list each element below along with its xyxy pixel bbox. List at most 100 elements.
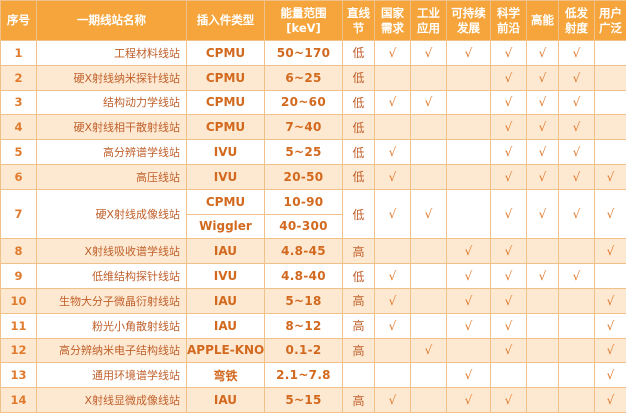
mark-science-frontier: √ — [490, 114, 527, 141]
row-name: 高压线站 — [36, 163, 187, 190]
row-focus: 低 — [342, 89, 375, 116]
row-energy: 5~25 — [264, 139, 343, 165]
mark-broad-users: √ — [594, 287, 626, 314]
row-name: 工程材料线站 — [36, 40, 187, 66]
header-science-frontier: 科学 前沿 — [490, 0, 527, 41]
header-industrial-application: 工业 应用 — [410, 0, 447, 41]
row-index: 7 — [0, 188, 37, 240]
mark-industrial-application — [410, 64, 447, 91]
mark-national-demand: √ — [374, 387, 411, 413]
mark-industrial-application — [410, 263, 447, 289]
mark-low-emittance: √ — [558, 263, 595, 289]
mark-broad-users: √ — [594, 188, 626, 240]
mark-broad-users — [594, 139, 626, 165]
row-type: IAU — [186, 387, 265, 413]
mark-high-energy: √ — [526, 188, 559, 240]
row-focus: 高 — [342, 312, 375, 339]
mark-low-emittance — [558, 287, 595, 314]
header-broad-users: 用户 广泛 — [594, 0, 626, 41]
mark-industrial-application — [410, 312, 447, 339]
row-type: Wiggler — [186, 213, 265, 240]
mark-low-emittance — [558, 312, 595, 339]
row-index: 9 — [0, 263, 37, 289]
mark-national-demand: √ — [374, 263, 411, 289]
row-type: IVU — [186, 163, 265, 190]
row-type: APPLE-KNOT — [186, 337, 265, 364]
row-index: 14 — [0, 387, 37, 413]
row-focus: 低 — [342, 188, 375, 240]
mark-industrial-application: √ — [410, 89, 447, 116]
mark-low-emittance — [558, 387, 595, 413]
header-name: 一期线站名称 — [36, 0, 187, 41]
row-energy: 6~25 — [264, 64, 343, 91]
mark-low-emittance: √ — [558, 64, 595, 91]
mark-broad-users: √ — [594, 238, 626, 265]
header-index: 序号 — [0, 0, 37, 41]
row-type: IVU — [186, 139, 265, 165]
mark-sustainable-development — [446, 89, 491, 116]
mark-broad-users: √ — [594, 387, 626, 413]
mark-high-energy: √ — [526, 114, 559, 141]
mark-sustainable-development — [446, 114, 491, 141]
mark-low-emittance: √ — [558, 40, 595, 66]
mark-national-demand: √ — [374, 312, 411, 339]
row-energy: 7~40 — [264, 114, 343, 141]
row-type: IAU — [186, 238, 265, 265]
mark-high-energy — [526, 337, 559, 364]
header-type: 插入件类型 — [186, 0, 265, 41]
mark-high-energy — [526, 238, 559, 265]
table-row: 10 生物大分子微晶衍射线站 IAU 5~18 高 √ √ √ √ — [0, 287, 626, 314]
mark-industrial-application — [410, 287, 447, 314]
mark-high-energy: √ — [526, 263, 559, 289]
row-energy: 0.1-2 — [264, 337, 343, 364]
mark-industrial-application — [410, 163, 447, 190]
row-index: 12 — [0, 337, 37, 364]
mark-industrial-application: √ — [410, 337, 447, 364]
table-row: 11 粉光小角散射线站 IAU 8~12 高 √ √ √ √ — [0, 312, 626, 339]
mark-science-frontier: √ — [490, 337, 527, 364]
row-index: 6 — [0, 163, 37, 190]
row-name: 硬X射线成像线站 — [36, 188, 187, 240]
row-name: 通用环境谱学线站 — [36, 362, 187, 389]
mark-national-demand: √ — [374, 139, 411, 165]
mark-high-energy: √ — [526, 89, 559, 116]
table-row: 9 低维结构探针线站 IVU 4.8-40 低 √ √ √ √ √ — [0, 263, 626, 289]
header-focus: 直线 节 — [342, 0, 375, 41]
mark-science-frontier: √ — [490, 89, 527, 116]
mark-science-frontier: √ — [490, 312, 527, 339]
table-row: 2 硬X射线纳米探针线站 CPMU 6~25 低 √ √ √ — [0, 64, 626, 91]
row-index: 13 — [0, 362, 37, 389]
header-national-demand: 国家 需求 — [374, 0, 411, 41]
row-energy: 5~18 — [264, 287, 343, 314]
row-type: CPMU — [186, 40, 265, 66]
row-name: X射线显微成像线站 — [36, 387, 187, 413]
mark-low-emittance: √ — [558, 163, 595, 190]
row-name: 粉光小角散射线站 — [36, 312, 187, 339]
row-focus: 低 — [342, 64, 375, 91]
mark-broad-users: √ — [594, 163, 626, 190]
mark-sustainable-development: √ — [446, 312, 491, 339]
mark-sustainable-development — [446, 337, 491, 364]
table-row: 3 结构动力学线站 CPMU 20~60 低 √ √ √ √ √ — [0, 89, 626, 116]
mark-high-energy: √ — [526, 64, 559, 91]
header-sustainable-development: 可持续 发展 — [446, 0, 491, 41]
row-name: 高分辨谱学线站 — [36, 139, 187, 165]
row-focus: 高 — [342, 238, 375, 265]
mark-low-emittance: √ — [558, 139, 595, 165]
mark-national-demand: √ — [374, 188, 411, 240]
mark-sustainable-development — [446, 163, 491, 190]
mark-national-demand — [374, 64, 411, 91]
mark-sustainable-development — [446, 64, 491, 91]
table-row: 7 硬X射线成像线站 CPMU 10-90 低 √ √ √ √ √ √ — [0, 188, 626, 240]
mark-science-frontier: √ — [490, 263, 527, 289]
row-index: 2 — [0, 64, 37, 91]
row-energy: 50~170 — [264, 40, 343, 66]
row-energy: 5~15 — [264, 387, 343, 413]
mark-national-demand — [374, 238, 411, 265]
mark-industrial-application — [410, 362, 447, 389]
row-energy: 2.1~7.8 — [264, 362, 343, 389]
mark-national-demand: √ — [374, 40, 411, 66]
header-high-energy: 高能 — [526, 0, 559, 41]
mark-industrial-application: √ — [410, 188, 447, 240]
mark-science-frontier: √ — [490, 238, 527, 265]
